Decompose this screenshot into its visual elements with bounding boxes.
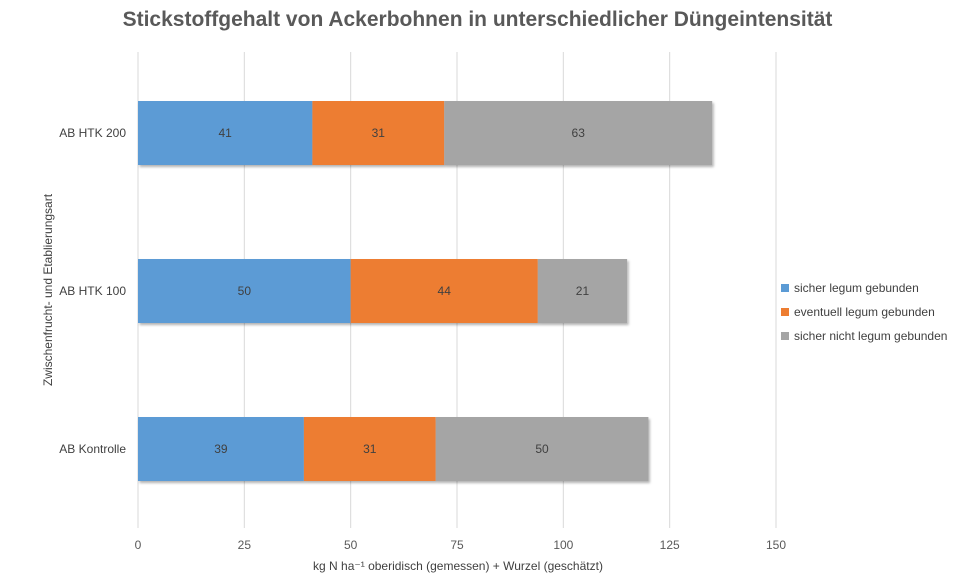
chart-title: Stickstoffgehalt von Ackerbohnen in unte…: [122, 8, 833, 31]
legend-label: eventuell legum gebunden: [794, 305, 935, 319]
legend-swatch: [781, 332, 789, 340]
x-tick-label: 50: [344, 538, 358, 552]
data-label: 31: [372, 126, 386, 140]
bar-stack: [138, 259, 628, 323]
data-label: 31: [363, 442, 377, 456]
bar-segment: [303, 417, 436, 481]
x-tick-labels: 0 25 50 75 100 125 150: [135, 538, 787, 552]
bar-segment: [138, 101, 313, 165]
category-label: AB HTK 200: [59, 126, 126, 140]
category-label: AB HTK 100: [59, 284, 126, 298]
data-label: 39: [214, 442, 228, 456]
bar-segment: [435, 417, 649, 481]
data-label: 41: [219, 126, 233, 140]
legend-swatch: [781, 284, 789, 292]
data-label: 44: [438, 284, 452, 298]
x-axis-title: kg N ha⁻¹ oberidisch (gemessen) + Wurzel…: [313, 559, 603, 573]
legend-label: sicher nicht legum gebunden: [794, 329, 948, 343]
bar-segment: [350, 259, 538, 323]
bar-segment: [138, 259, 351, 323]
category-label: AB Kontrolle: [59, 442, 126, 456]
bar-segment: [537, 259, 628, 323]
bar-group: [138, 101, 713, 481]
legend-swatch: [781, 308, 789, 316]
bar-segment: [138, 417, 304, 481]
data-label: 50: [535, 442, 549, 456]
x-tick-label: 100: [553, 538, 573, 552]
legend: sicher legum gebunden eventuell legum geb…: [781, 276, 947, 348]
legend-item: sicher nicht legum gebunden: [781, 324, 947, 348]
y-category-labels: AB HTK 200 AB HTK 100 AB Kontrolle: [59, 126, 126, 456]
legend-item: sicher legum gebunden: [781, 276, 947, 300]
data-label: 63: [572, 126, 586, 140]
data-label: 50: [238, 284, 252, 298]
legend-item: eventuell legum gebunden: [781, 300, 947, 324]
bar-stack: [138, 417, 649, 481]
bar-stack: [138, 101, 713, 165]
x-tick-label: 150: [766, 538, 786, 552]
data-label: 21: [576, 284, 590, 298]
bar-segment: [444, 101, 713, 165]
y-axis-title: Zwischenfrucht- und Etablierungsart: [41, 193, 55, 386]
x-tick-label: 75: [450, 538, 464, 552]
x-tick-label: 0: [135, 538, 142, 552]
data-labels: 41 31 63 50 44 21 39 31 50: [214, 126, 589, 456]
legend-label: sicher legum gebunden: [794, 281, 919, 295]
x-tick-label: 125: [660, 538, 680, 552]
x-tick-label: 25: [238, 538, 252, 552]
bar-segment: [312, 101, 445, 165]
